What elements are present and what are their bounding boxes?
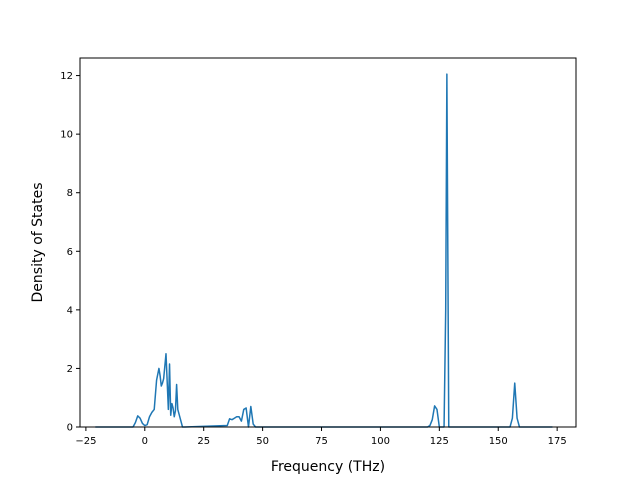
x-axis-label: Frequency (THz) xyxy=(271,459,385,475)
y-tick-label: 2 xyxy=(67,364,73,375)
x-tick-label: 75 xyxy=(315,436,328,447)
y-axis-label: Density of States xyxy=(30,183,46,303)
y-tick-label: 6 xyxy=(67,247,73,258)
x-tick-label: 125 xyxy=(430,436,449,447)
y-axis: 0 2 4 6 8 10 12 xyxy=(60,71,80,434)
x-tick-label: 100 xyxy=(371,436,390,447)
y-tick-label: 0 xyxy=(67,423,73,434)
y-tick-label: 12 xyxy=(60,71,73,82)
y-tick-label: 10 xyxy=(60,130,73,141)
x-tick-label: −25 xyxy=(75,436,96,447)
y-tick-label: 8 xyxy=(67,188,73,199)
y-tick-label: 4 xyxy=(67,305,73,316)
x-tick-label: 50 xyxy=(256,436,269,447)
x-tick-label: 0 xyxy=(142,436,148,447)
plot-frame xyxy=(79,57,577,428)
x-tick-label: 25 xyxy=(197,436,210,447)
x-tick-label: 175 xyxy=(548,436,567,447)
x-tick-label: 150 xyxy=(489,436,508,447)
x-axis: −25 0 25 50 75 100 125 150 175 xyxy=(75,427,567,447)
